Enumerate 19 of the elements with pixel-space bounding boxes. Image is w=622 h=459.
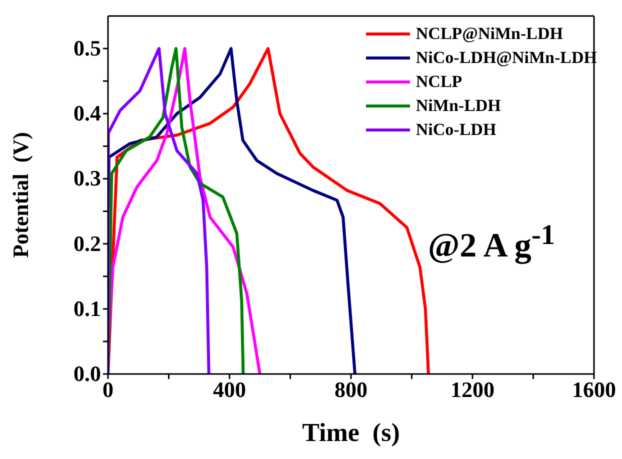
line-series: [108, 47, 210, 374]
y-tick-label: 0.0: [74, 361, 101, 386]
x-tick-label: 0: [102, 377, 114, 402]
y-tick-label: 0.2: [74, 230, 101, 256]
y-tick-label: 0.1: [74, 296, 101, 321]
x-tick-label: 1200: [450, 377, 494, 402]
x-tick-label: 1600: [572, 377, 616, 402]
legend-label: NCLP: [416, 71, 462, 93]
annotation: @2 A g$^{-1}$: [428, 220, 556, 266]
y-axis-title: Potential (V): [8, 132, 33, 258]
y-tick-label: 0.5: [74, 36, 101, 61]
legend-label: NiMn-LDH: [416, 95, 501, 117]
x-axis-title: Time (s): [302, 418, 400, 447]
legend-label: NCLP@NiMn-LDH: [416, 23, 563, 45]
legend-label: NiCo-LDH: [416, 119, 496, 141]
x-tick-label: 800: [334, 377, 368, 402]
y-tick-label: 0.4: [74, 100, 101, 126]
x-tick-label: 400: [213, 377, 246, 402]
y-tick-label: 0.3: [74, 166, 101, 191]
